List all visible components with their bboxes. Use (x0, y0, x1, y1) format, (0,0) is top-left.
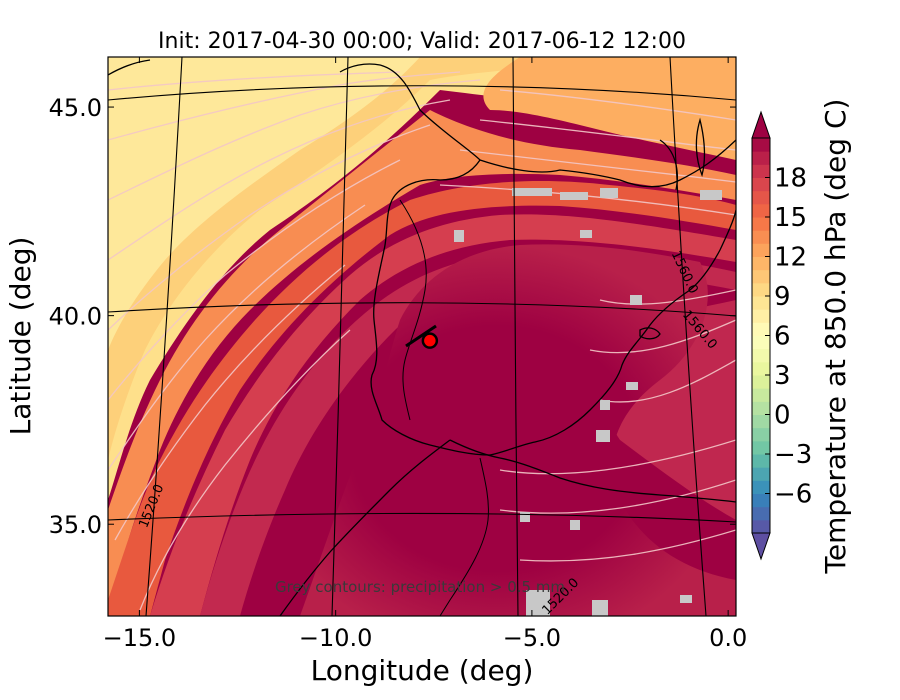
station-marker (405, 324, 439, 349)
colorbar-tick-label: 6 (774, 322, 791, 352)
coastline-europe (339, 63, 736, 456)
colorbar-level (752, 138, 770, 152)
warm-core (300, 244, 736, 616)
colorbar-level (752, 361, 770, 376)
parallel-35 (108, 512, 736, 523)
colorbar-tick-label: 18 (774, 164, 807, 194)
y-tick-label: 35.0 (49, 511, 102, 539)
coastline-morocco-atlantic (279, 439, 451, 616)
colorbar-tick-label: −3 (774, 440, 812, 470)
colorbar-level (752, 164, 770, 178)
coastlines (108, 59, 736, 616)
colorbar-level (752, 401, 770, 415)
colorbar-tick-label: 12 (774, 243, 807, 273)
map-field (108, 57, 736, 616)
temp-band-pale (108, 57, 420, 350)
colorbar-level (752, 256, 770, 271)
coastline-corsica (695, 117, 706, 178)
colorbar-level (752, 282, 770, 297)
graticule (108, 57, 736, 616)
colorbar-level (752, 506, 770, 521)
colorbar-level (752, 414, 770, 429)
coastline-pyrenees (479, 139, 736, 188)
station-trail (405, 324, 437, 348)
meridian-minus-10 (331, 57, 349, 616)
colorbar-extend-min (751, 532, 771, 561)
colorbar-level (752, 375, 770, 389)
chart-title: Init: 2017-04-30 00:00; Valid: 2017-06-1… (158, 29, 686, 54)
meridian-minus-5 (512, 57, 519, 616)
x-axis: −15.0 −10.0 −5.0 0.0 (103, 57, 747, 652)
x-tick-label: −5.0 (503, 624, 561, 652)
colorbar-level (752, 493, 770, 508)
colorbar-level (752, 519, 770, 534)
y-axis: 35.0 40.0 45.0 (49, 94, 736, 539)
colorbar-level (752, 177, 770, 192)
y-axis-label: Latitude (deg) (4, 237, 37, 436)
plot-frame (107, 56, 737, 617)
colorbar-level (752, 269, 770, 284)
coastline-africa (449, 439, 736, 503)
colorbar-tick-label: 3 (774, 361, 791, 391)
x-tick-label: −15.0 (103, 624, 177, 652)
colorbar-level (752, 348, 770, 363)
colorbar-level (752, 440, 770, 455)
meridian-minus-15 (145, 57, 183, 616)
y-tick-label: 40.0 (49, 303, 102, 331)
colorbar-level (752, 190, 770, 205)
footnote: Grey contours: precipitation > 0.5 mm (275, 578, 565, 596)
colorbar-level (752, 309, 770, 323)
colorbar-label: Temperature at 850.0 hPa (deg C) (819, 99, 852, 575)
colorbar-level (752, 230, 770, 244)
colorbar-tick-label: 0 (774, 401, 791, 431)
colorbar-level (752, 454, 770, 468)
colorbar-extend-max (751, 110, 771, 139)
colorbar-tick-label: 9 (774, 282, 791, 312)
colorbar-level (752, 243, 770, 257)
meridian-0 (669, 57, 707, 616)
colorbar-level (752, 335, 770, 350)
colorbar-level (752, 480, 770, 494)
temp-band-red (108, 181, 736, 616)
colorbar-level (752, 467, 770, 481)
colorbar-level (752, 217, 770, 231)
border-iberia (399, 199, 427, 421)
coastline-north (108, 59, 151, 76)
x-axis-label: Longitude (deg) (311, 654, 534, 687)
colorbar-tick-label: 15 (774, 203, 807, 233)
temp-band-orange (483, 57, 736, 160)
colorbar-level (752, 388, 770, 402)
x-tick-label: −10.0 (299, 624, 373, 652)
colorbar-level (752, 151, 770, 165)
precipitation-patches (454, 188, 722, 616)
parallel-45 (108, 85, 736, 101)
parallel-40 (108, 302, 736, 317)
colorbar-level (752, 322, 770, 336)
border-africa (439, 457, 489, 616)
coastline-balearic (639, 327, 661, 340)
colorbar: −6 −3 0 3 6 9 12 15 18 (751, 110, 812, 561)
y-tick-label: 45.0 (49, 94, 102, 122)
colorbar-level (752, 296, 770, 310)
temp-band-deep-crimson (200, 249, 736, 616)
colorbar-tick-label: −6 (774, 480, 812, 510)
station-point (421, 332, 439, 349)
x-tick-label: 0.0 (709, 624, 747, 652)
colorbar-level (752, 203, 770, 218)
colorbar-level (752, 427, 770, 442)
